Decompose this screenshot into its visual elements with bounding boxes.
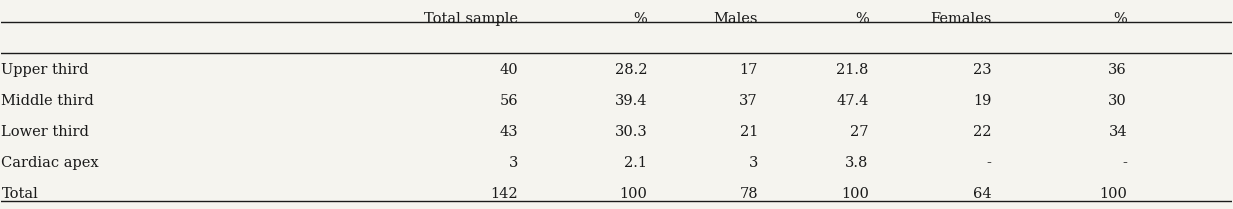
Text: 3: 3: [748, 156, 758, 170]
Text: 23: 23: [973, 63, 991, 77]
Text: 36: 36: [1108, 63, 1127, 77]
Text: 64: 64: [973, 187, 991, 201]
Text: 100: 100: [619, 187, 647, 201]
Text: 40: 40: [499, 63, 518, 77]
Text: 28.2: 28.2: [615, 63, 647, 77]
Text: 30.3: 30.3: [614, 125, 647, 139]
Text: Middle third: Middle third: [1, 94, 94, 108]
Text: 3.8: 3.8: [846, 156, 869, 170]
Text: 43: 43: [499, 125, 518, 139]
Text: 2.1: 2.1: [624, 156, 647, 170]
Text: -: -: [986, 156, 991, 170]
Text: Females: Females: [931, 12, 991, 26]
Text: 100: 100: [841, 187, 869, 201]
Text: 3: 3: [509, 156, 518, 170]
Text: -: -: [1122, 156, 1127, 170]
Text: 22: 22: [973, 125, 991, 139]
Text: 21.8: 21.8: [836, 63, 869, 77]
Text: 21: 21: [740, 125, 758, 139]
Text: 34: 34: [1108, 125, 1127, 139]
Text: 142: 142: [491, 187, 518, 201]
Text: 100: 100: [1099, 187, 1127, 201]
Text: Cardiac apex: Cardiac apex: [1, 156, 99, 170]
Text: 78: 78: [740, 187, 758, 201]
Text: Males: Males: [714, 12, 758, 26]
Text: 17: 17: [740, 63, 758, 77]
Text: 39.4: 39.4: [615, 94, 647, 108]
Text: 37: 37: [740, 94, 758, 108]
Text: 30: 30: [1108, 94, 1127, 108]
Text: Total: Total: [1, 187, 38, 201]
Text: Total sample: Total sample: [424, 12, 518, 26]
Text: Upper third: Upper third: [1, 63, 89, 77]
Text: 56: 56: [499, 94, 518, 108]
Text: 19: 19: [973, 94, 991, 108]
Text: %: %: [1113, 12, 1127, 26]
Text: %: %: [634, 12, 647, 26]
Text: 47.4: 47.4: [836, 94, 869, 108]
Text: 27: 27: [851, 125, 869, 139]
Text: %: %: [854, 12, 869, 26]
Text: Lower third: Lower third: [1, 125, 89, 139]
